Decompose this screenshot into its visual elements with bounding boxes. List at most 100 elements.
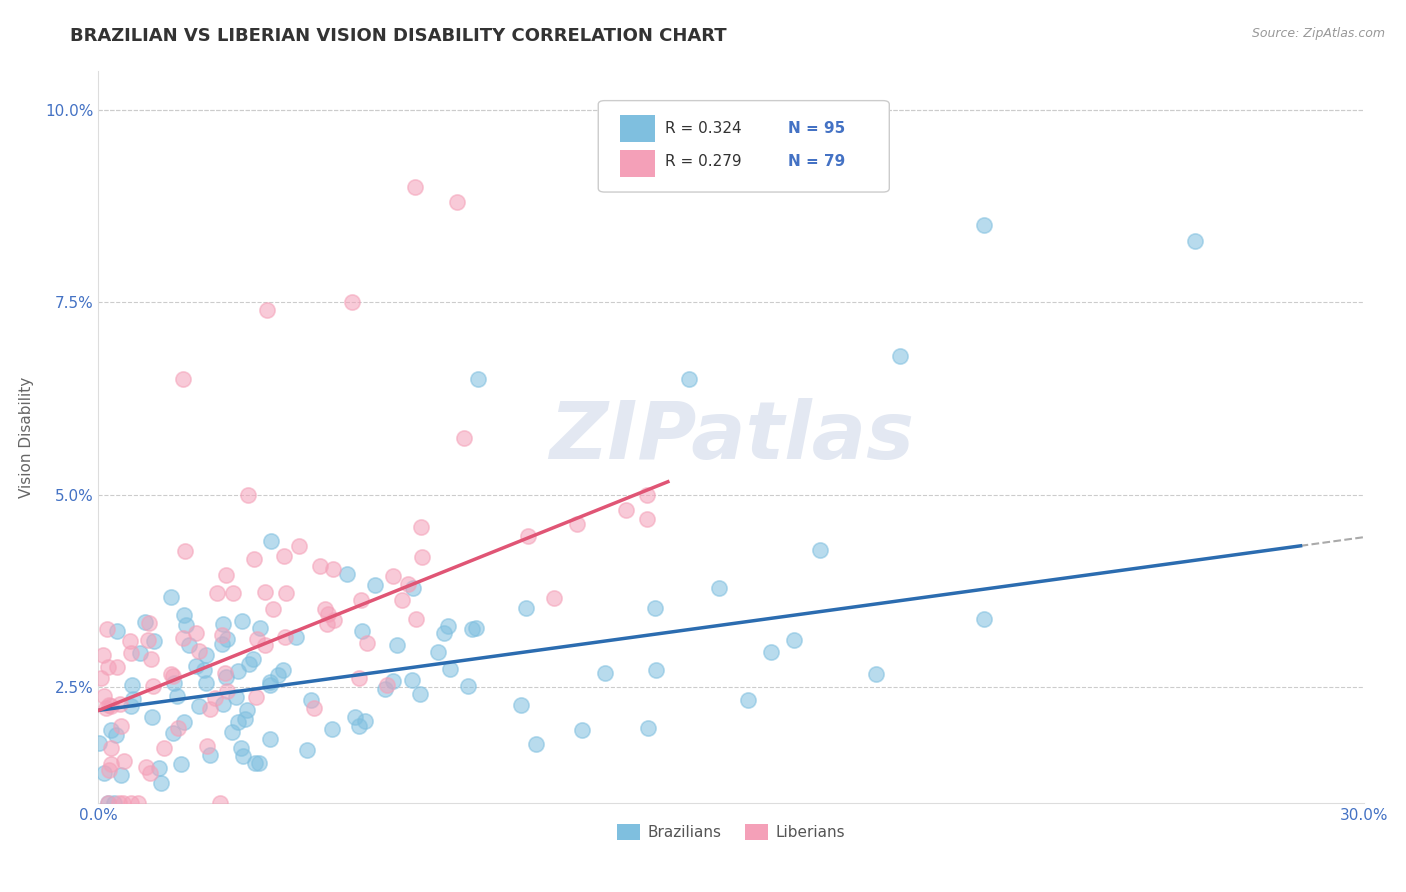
Point (91, 648, 114, 663)
Point (141, 710, 163, 724)
Point (162, 726, 184, 740)
Point (253, 585, 276, 599)
Point (173, 715, 195, 730)
Point (93, 766, 115, 780)
Point (467, 372, 489, 386)
Point (242, 652, 264, 666)
Point (198, 702, 221, 716)
Point (709, 581, 731, 595)
Legend: Brazilians, Liberians: Brazilians, Liberians (612, 818, 851, 847)
Point (226, 714, 249, 729)
Point (139, 652, 162, 666)
Point (243, 552, 266, 566)
Point (973, 219, 995, 233)
Point (267, 668, 290, 682)
Point (204, 691, 226, 706)
Point (121, 691, 143, 706)
Point (808, 543, 831, 558)
Bar (620, 150, 655, 178)
Point (118, 633, 141, 648)
Point (323, 613, 346, 627)
Point (645, 663, 668, 677)
Point (97, 698, 120, 712)
Point (215, 684, 238, 698)
Point (356, 636, 378, 650)
Point (340, 295, 363, 310)
Point (316, 607, 339, 621)
Point (336, 566, 359, 581)
Point (405, 612, 427, 626)
Point (453, 431, 475, 445)
Point (446, 195, 468, 210)
Point (211, 617, 233, 632)
Point (436, 619, 458, 633)
Point (465, 621, 488, 635)
Text: Source: ZipAtlas.com: Source: ZipAtlas.com (1251, 27, 1385, 40)
Text: N = 79: N = 79 (789, 153, 845, 169)
Point (188, 699, 211, 714)
Point (100, 723, 122, 737)
Point (170, 757, 193, 772)
Point (127, 796, 149, 810)
Point (409, 687, 432, 701)
Point (121, 678, 143, 692)
Point (350, 592, 373, 607)
Point (205, 586, 228, 600)
Point (614, 503, 637, 517)
Point (271, 663, 294, 677)
Point (97, 796, 120, 810)
Point (401, 673, 423, 687)
Point (215, 568, 238, 582)
Point (120, 646, 142, 660)
Point (382, 674, 405, 689)
Point (433, 626, 456, 640)
Point (571, 723, 593, 738)
Point (256, 303, 278, 318)
Text: R = 0.324: R = 0.324 (665, 121, 742, 136)
Point (260, 533, 283, 548)
Point (636, 512, 658, 526)
Point (225, 690, 247, 704)
Point (354, 714, 377, 728)
Point (644, 601, 666, 615)
Point (160, 666, 183, 681)
Point (457, 679, 479, 693)
Point (143, 633, 166, 648)
Point (103, 796, 125, 810)
Point (187, 644, 209, 658)
Point (637, 721, 659, 735)
Point (112, 754, 135, 768)
Point (195, 739, 218, 754)
Point (321, 722, 343, 736)
Point (214, 666, 236, 681)
Point (349, 671, 371, 685)
Point (284, 630, 307, 644)
Point (364, 578, 387, 592)
Point (1184, 234, 1206, 248)
Point (259, 678, 281, 692)
Point (166, 690, 188, 704)
Point (543, 591, 565, 606)
Point (136, 633, 159, 648)
Point (160, 590, 183, 604)
Point (229, 741, 252, 756)
FancyBboxPatch shape (599, 101, 889, 192)
Point (299, 693, 322, 707)
Point (162, 669, 184, 683)
Point (100, 699, 122, 714)
Point (96, 622, 118, 636)
Point (179, 638, 201, 652)
Point (274, 630, 297, 644)
Point (162, 676, 184, 690)
Point (90, 671, 112, 685)
Y-axis label: Vision Disability: Vision Disability (20, 376, 34, 498)
Point (238, 657, 260, 671)
Point (274, 585, 297, 599)
Point (135, 760, 157, 774)
Point (246, 632, 269, 647)
Point (515, 600, 537, 615)
Point (302, 701, 325, 715)
Point (211, 637, 233, 651)
Text: N = 95: N = 95 (789, 121, 845, 136)
Point (352, 624, 374, 639)
